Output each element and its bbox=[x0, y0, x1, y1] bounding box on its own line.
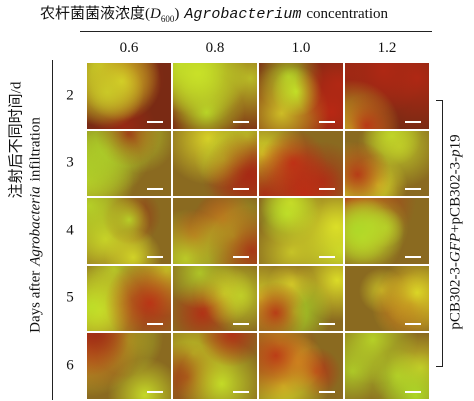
scale-bar bbox=[233, 391, 249, 393]
title-en: concentration bbox=[306, 6, 388, 22]
micrograph bbox=[87, 333, 171, 399]
scale-bar bbox=[319, 391, 335, 393]
micrograph bbox=[173, 266, 257, 332]
row-label: 5 bbox=[66, 290, 74, 307]
title-en-italic: Agrobacterium bbox=[184, 6, 301, 23]
title-zh: 农杆菌菌液浓度( bbox=[40, 6, 150, 22]
scale-bar bbox=[319, 323, 335, 325]
title-symbol: D bbox=[150, 6, 161, 22]
scale-bar bbox=[319, 121, 335, 123]
column-label: 1.2 bbox=[378, 40, 397, 57]
micrograph bbox=[259, 131, 343, 197]
left-rule bbox=[52, 60, 53, 400]
right-label-italic: GFP bbox=[448, 233, 464, 262]
row-label: 6 bbox=[66, 357, 74, 374]
header-rule bbox=[80, 31, 432, 32]
micrograph bbox=[345, 131, 429, 197]
scale-bar bbox=[405, 121, 421, 123]
micrograph bbox=[173, 63, 257, 129]
micrograph bbox=[259, 198, 343, 264]
left-label-prefix: Days after bbox=[28, 271, 44, 333]
micrograph bbox=[173, 131, 257, 197]
scale-bar bbox=[147, 188, 163, 190]
scale-bar bbox=[319, 256, 335, 258]
column-label: 0.8 bbox=[206, 40, 225, 57]
left-label-italic: Agrobacteria bbox=[28, 186, 44, 265]
micrograph bbox=[345, 333, 429, 399]
left-label-zh: 注射后不同时间/d bbox=[5, 82, 26, 199]
micrograph bbox=[87, 198, 171, 264]
scale-bar bbox=[405, 256, 421, 258]
micrograph bbox=[345, 63, 429, 129]
column-label: 1.0 bbox=[292, 40, 311, 57]
scale-bar bbox=[147, 391, 163, 393]
row-label: 4 bbox=[66, 222, 74, 239]
right-label-italic: p bbox=[448, 149, 464, 157]
scale-bar bbox=[147, 256, 163, 258]
right-bracket bbox=[436, 100, 443, 367]
header-title: 农杆菌菌液浓度(D600) Agrobacterium concentration bbox=[40, 2, 388, 24]
scale-bar bbox=[233, 323, 249, 325]
scale-bar bbox=[405, 323, 421, 325]
micrograph bbox=[87, 266, 171, 332]
title-close: ) bbox=[174, 6, 179, 22]
left-label-en: Days after Agrobacteria infiltration bbox=[28, 117, 45, 333]
micrograph bbox=[87, 63, 171, 129]
scale-bar bbox=[405, 391, 421, 393]
scale-bar bbox=[147, 121, 163, 123]
micrograph bbox=[259, 63, 343, 129]
column-label: 0.6 bbox=[120, 40, 139, 57]
scale-bar bbox=[147, 323, 163, 325]
row-label: 3 bbox=[66, 155, 74, 172]
micrograph bbox=[259, 266, 343, 332]
scale-bar bbox=[233, 256, 249, 258]
row-label: 2 bbox=[66, 87, 74, 104]
scale-bar bbox=[233, 188, 249, 190]
micrograph bbox=[345, 266, 429, 332]
title-subscript: 600 bbox=[161, 14, 175, 24]
micrograph bbox=[259, 333, 343, 399]
micrograph bbox=[345, 198, 429, 264]
micrograph bbox=[173, 333, 257, 399]
micrograph bbox=[87, 131, 171, 197]
right-label-part: 19 bbox=[448, 134, 464, 149]
right-label-part: +pCB302-3- bbox=[448, 157, 464, 233]
right-label: pCB302-3-GFP+pCB302-3-p19 bbox=[448, 134, 465, 329]
right-label-part: pCB302-3- bbox=[448, 262, 464, 330]
scale-bar bbox=[233, 121, 249, 123]
scale-bar bbox=[405, 188, 421, 190]
micrograph bbox=[173, 198, 257, 264]
scale-bar bbox=[319, 188, 335, 190]
left-label-suffix: infiltration bbox=[28, 117, 44, 181]
figure: 农杆菌菌液浓度(D600)Agrobacteriumconcentration … bbox=[0, 0, 474, 401]
